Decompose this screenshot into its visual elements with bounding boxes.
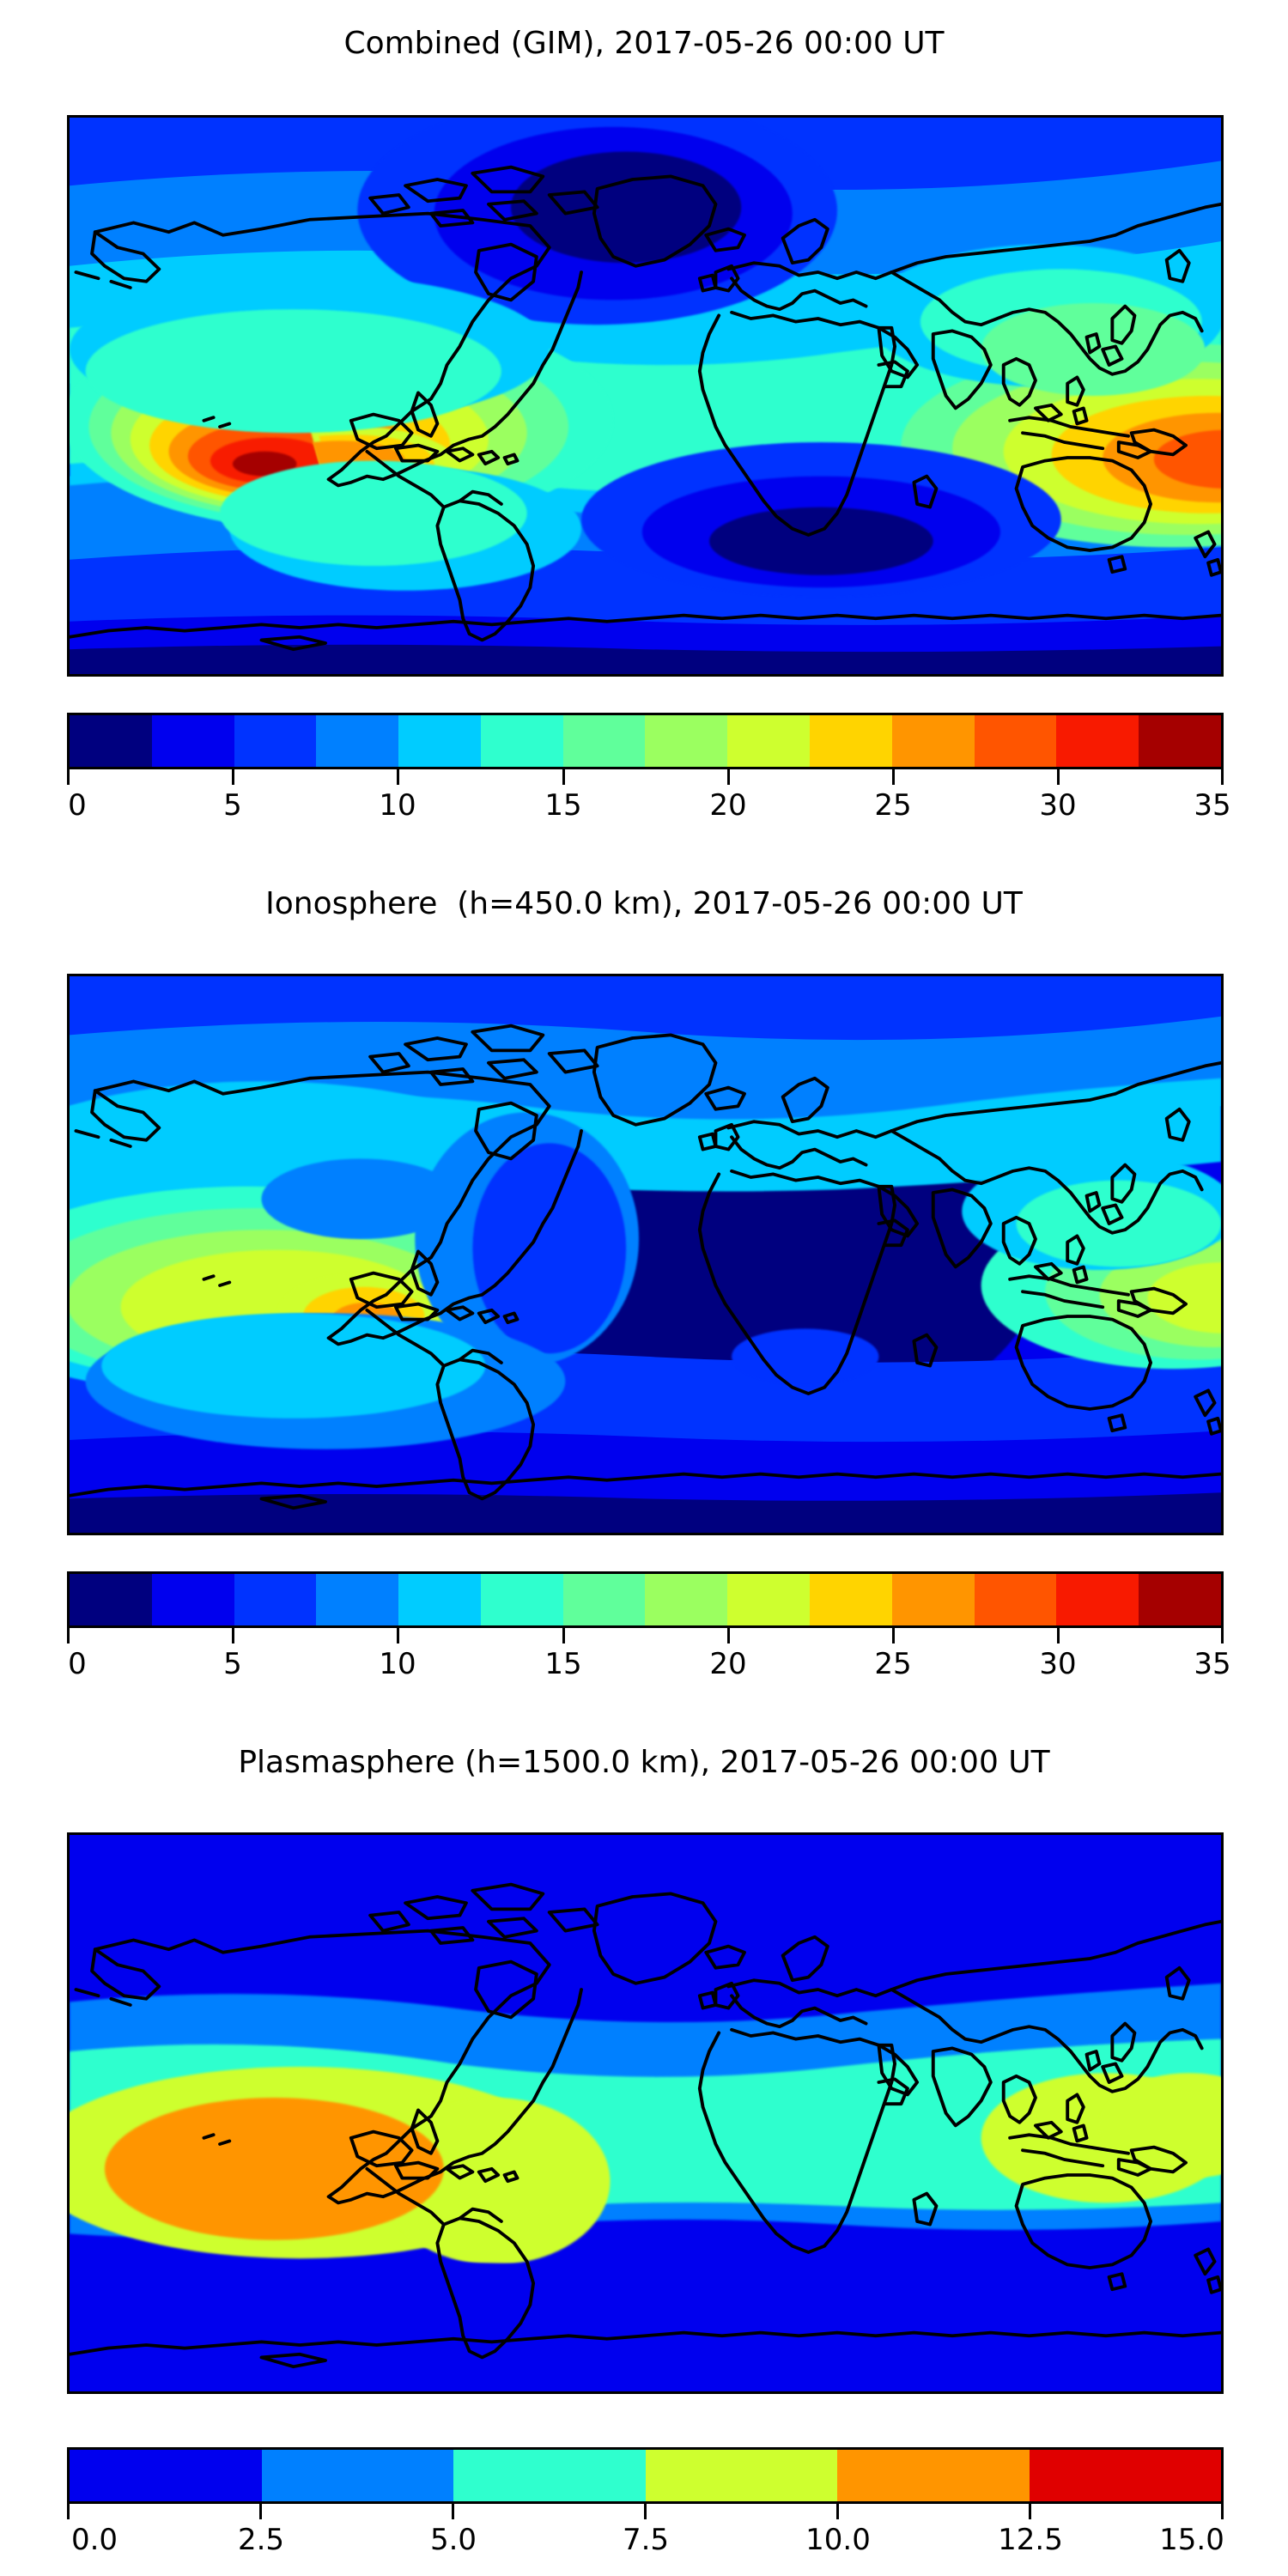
cbar-seg xyxy=(234,715,317,767)
cbar-tick-label: 25 xyxy=(874,1647,912,1681)
cbar-tick-label: 30 xyxy=(1039,1647,1077,1681)
cbar-seg xyxy=(70,1574,152,1625)
coastlines xyxy=(70,1024,1221,1510)
cbar-seg xyxy=(70,715,152,767)
cbar-tick-label: 5.0 xyxy=(429,2523,477,2557)
cbar-seg xyxy=(316,1574,399,1625)
cbar-tick-label: 10 xyxy=(379,1647,416,1681)
colorbar-labels-ionosphere: 0 5 10 15 20 25 30 35 xyxy=(67,1645,1230,1686)
map-svg-plasmasphere xyxy=(70,1835,1221,2391)
panel-title-ionosphere: Ionosphere (h=450.0 km), 2017-05-26 00:0… xyxy=(265,886,1023,921)
panel-combined-gim: Combined (GIM), 2017-05-26 00:00 UT xyxy=(0,0,1288,859)
cbar-seg xyxy=(891,715,975,767)
cbar-seg xyxy=(562,715,646,767)
cbar-seg xyxy=(480,1574,563,1625)
colorbar-labels-plasmasphere: 0.0 2.5 5.0 7.5 10.0 12.5 15.0 xyxy=(67,2521,1224,2562)
cbar-seg xyxy=(891,1574,975,1625)
cbar-tick-label: 5 xyxy=(223,788,242,823)
cbar-tick-label: 15 xyxy=(544,1647,582,1681)
cbar-seg xyxy=(398,715,481,767)
cbar-seg xyxy=(398,1574,481,1625)
map-ionosphere xyxy=(67,974,1224,1535)
cbar-tick-label: 25 xyxy=(874,788,912,823)
cbar-tick-label: 5 xyxy=(223,1647,242,1681)
cbar-tick-label: 12.5 xyxy=(998,2523,1063,2557)
panel-title-plasmasphere: Plasmasphere (h=1500.0 km), 2017-05-26 0… xyxy=(238,1745,1050,1780)
cbar-seg xyxy=(974,1574,1057,1625)
cbar-seg xyxy=(645,2450,837,2501)
cbar-seg xyxy=(1056,715,1139,767)
cbar-seg xyxy=(453,2450,646,2501)
colorbar-ionosphere: 0 5 10 15 20 25 30 35 xyxy=(67,1571,1231,1686)
panel-ionosphere: Ionosphere (h=450.0 km), 2017-05-26 00:0… xyxy=(0,859,1288,1717)
cbar-tick-label: 35 xyxy=(1194,788,1231,823)
coastlines xyxy=(70,1882,1221,2369)
colorbar-gradient-plasmasphere xyxy=(67,2447,1224,2504)
colorbar-ticks-plasmasphere xyxy=(67,2504,1224,2521)
cbar-seg xyxy=(480,715,563,767)
contour-field-ionosphere xyxy=(70,976,1221,1533)
cbar-tick-label: 35 xyxy=(1194,1647,1231,1681)
cbar-tick-label: 2.5 xyxy=(237,2523,285,2557)
contour-field-plasmasphere xyxy=(70,1835,1221,2391)
cbar-seg xyxy=(151,715,234,767)
cbar-tick-label: 0 xyxy=(68,1647,87,1681)
cbar-seg xyxy=(261,2450,453,2501)
panel-title-combined: Combined (GIM), 2017-05-26 00:00 UT xyxy=(343,26,945,61)
colorbar-combined: 0 5 10 15 20 25 30 35 xyxy=(67,713,1231,828)
colorbar-plasmasphere: 0.0 2.5 5.0 7.5 10.0 12.5 15.0 xyxy=(67,2447,1224,2562)
cbar-seg xyxy=(974,715,1057,767)
contour-field-combined xyxy=(70,118,1221,674)
cbar-seg xyxy=(645,715,728,767)
cbar-tick-label: 7.5 xyxy=(622,2523,670,2557)
cbar-seg xyxy=(1139,1574,1221,1625)
cbar-seg xyxy=(1139,715,1221,767)
cbar-tick-label: 20 xyxy=(709,788,747,823)
cbar-tick-label: 0 xyxy=(68,788,87,823)
cbar-seg xyxy=(645,1574,728,1625)
colorbar-labels-combined: 0 5 10 15 20 25 30 35 xyxy=(67,787,1230,828)
map-svg-ionosphere xyxy=(70,976,1221,1533)
cbar-tick-label: 15 xyxy=(544,788,582,823)
cbar-tick-label: 10.0 xyxy=(805,2523,871,2557)
cbar-tick-label: 15.0 xyxy=(1159,2523,1224,2557)
cbar-tick-label: 20 xyxy=(709,1647,747,1681)
cbar-tick-label: 10 xyxy=(379,788,416,823)
cbar-tick-label: 0.0 xyxy=(70,2523,118,2557)
colorbar-ticks-combined xyxy=(67,769,1224,787)
map-combined-gim xyxy=(67,115,1224,677)
map-plasmasphere xyxy=(67,1832,1224,2394)
colorbar-ticks-ionosphere xyxy=(67,1628,1224,1645)
cbar-seg xyxy=(151,1574,234,1625)
panel-plasmasphere: Plasmasphere (h=1500.0 km), 2017-05-26 0… xyxy=(0,1717,1288,2576)
cbar-seg xyxy=(562,1574,646,1625)
cbar-seg xyxy=(810,715,892,767)
cbar-seg xyxy=(234,1574,317,1625)
cbar-seg xyxy=(1056,1574,1139,1625)
colorbar-gradient-combined xyxy=(67,713,1224,769)
coastlines xyxy=(70,165,1221,652)
cbar-tick-label: 30 xyxy=(1039,788,1077,823)
cbar-seg xyxy=(837,2450,1030,2501)
cbar-seg xyxy=(727,715,811,767)
cbar-seg xyxy=(70,2450,262,2501)
colorbar-gradient-ionosphere xyxy=(67,1571,1224,1628)
cbar-seg xyxy=(727,1574,811,1625)
cbar-seg xyxy=(1029,2450,1221,2501)
cbar-seg xyxy=(316,715,399,767)
cbar-seg xyxy=(810,1574,892,1625)
map-svg-combined xyxy=(70,118,1221,674)
